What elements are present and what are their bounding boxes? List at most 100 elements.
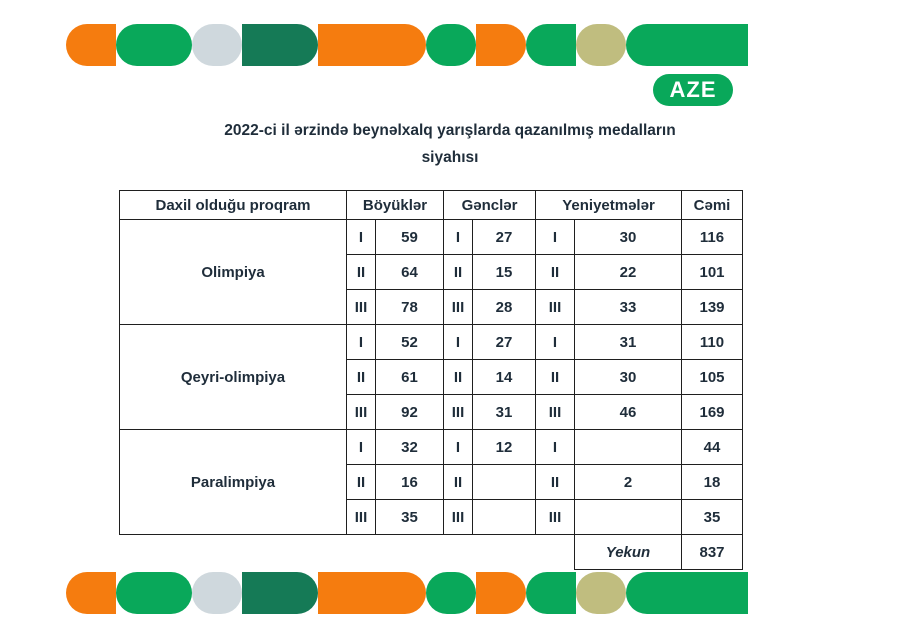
band-shape [626,24,748,66]
band-shape [66,24,116,66]
band-shape [476,24,526,66]
juniors-count: 27 [472,324,536,360]
youth-rank: III [535,394,575,430]
decorative-band-bottom [66,572,748,614]
header-total: Cəmi [681,190,743,220]
total-count: 110 [681,324,743,360]
program-name: Paralimpiya [119,429,347,535]
youth-count: 31 [574,324,682,360]
table-header-row: Daxil olduğu proqram Böyüklər Gənclər Ye… [119,190,743,220]
band-shape [66,572,116,614]
total-count: 105 [681,359,743,395]
juniors-rank: I [443,429,473,465]
adults-rank: II [346,254,376,290]
juniors-rank: III [443,499,473,535]
adults-count: 64 [375,254,444,290]
adults-rank: II [346,464,376,500]
header-program: Daxil olduğu proqram [119,190,347,220]
juniors-rank: II [443,254,473,290]
program-name: Olimpiya [119,219,347,325]
total-count: 139 [681,289,743,325]
youth-count: 22 [574,254,682,290]
table-row: II 64 II 15 II 22 101 [120,254,743,290]
medals-table: Daxil olduğu proqram Böyüklər Gənclər Ye… [119,190,743,570]
youth-rank: III [535,499,575,535]
band-shape [576,572,626,614]
country-badge: AZE [653,74,733,106]
document-title-line-1: 2022-ci il ərzində beynəlxalq yarışlarda… [224,122,676,139]
juniors-count: 15 [472,254,536,290]
band-shape [576,24,626,66]
adults-count: 16 [375,464,444,500]
youth-rank: I [535,324,575,360]
band-shape [192,24,242,66]
total-count: 35 [681,499,743,535]
adults-count: 52 [375,324,444,360]
juniors-count: 31 [472,394,536,430]
total-count: 44 [681,429,743,465]
adults-rank: III [346,499,376,535]
juniors-count: 27 [472,219,536,255]
band-shape [116,24,192,66]
table-footer-row: Yekun 837 [120,534,743,570]
juniors-rank: II [443,359,473,395]
band-shape [192,572,242,614]
adults-rank: I [346,219,376,255]
header-youth: Yeniyetmələr [535,190,682,220]
footer-label: Yekun [574,534,682,570]
total-count: 101 [681,254,743,290]
table-row: III 92 III 31 III 46 169 [120,394,743,430]
table-row: Olimpiya I 59 I 27 I 30 116 [119,219,743,325]
decorative-band-top [66,24,748,66]
document-title-line-2: siyahısı [421,149,479,166]
youth-rank: I [535,219,575,255]
table-row: III 35 III III 35 [120,499,743,535]
adults-count: 35 [375,499,444,535]
juniors-rank: I [443,219,473,255]
adults-count: 32 [375,429,444,465]
juniors-count: 28 [472,289,536,325]
adults-count: 92 [375,394,444,430]
juniors-count: 12 [472,429,536,465]
band-shape [526,24,576,66]
adults-rank: II [346,359,376,395]
total-count: 18 [681,464,743,500]
adults-count: 59 [375,219,444,255]
youth-rank: II [535,254,575,290]
footer-spacer [120,535,575,570]
youth-count: 30 [574,219,682,255]
youth-rank: II [535,464,575,500]
total-count: 169 [681,394,743,430]
youth-count: 30 [574,359,682,395]
table-row: Qeyri-olimpiya I 52 I 27 I 31 110 [119,324,743,430]
program-name: Qeyri-olimpiya [119,324,347,430]
juniors-count: 14 [472,359,536,395]
youth-count [574,429,682,465]
table-row: II 16 II II 2 18 [120,464,743,500]
table-row: Paralimpiya I 32 I 12 I 44 [119,429,743,535]
juniors-rank: II [443,464,473,500]
band-shape [526,572,576,614]
adults-rank: I [346,324,376,360]
adults-rank: III [346,394,376,430]
footer-total: 837 [681,534,743,570]
adults-count: 78 [375,289,444,325]
adults-rank: III [346,289,376,325]
header-juniors: Gənclər [443,190,536,220]
band-shape [426,572,476,614]
adults-count: 61 [375,359,444,395]
youth-count [574,499,682,535]
youth-rank: II [535,359,575,395]
juniors-rank: III [443,289,473,325]
table-row: II 61 II 14 II 30 105 [120,359,743,395]
youth-rank: I [535,429,575,465]
band-shape [476,572,526,614]
juniors-count [472,499,536,535]
juniors-count [472,464,536,500]
youth-rank: III [535,289,575,325]
band-shape [318,24,426,66]
adults-rank: I [346,429,376,465]
band-shape [426,24,476,66]
band-shape [242,572,318,614]
band-shape [626,572,748,614]
